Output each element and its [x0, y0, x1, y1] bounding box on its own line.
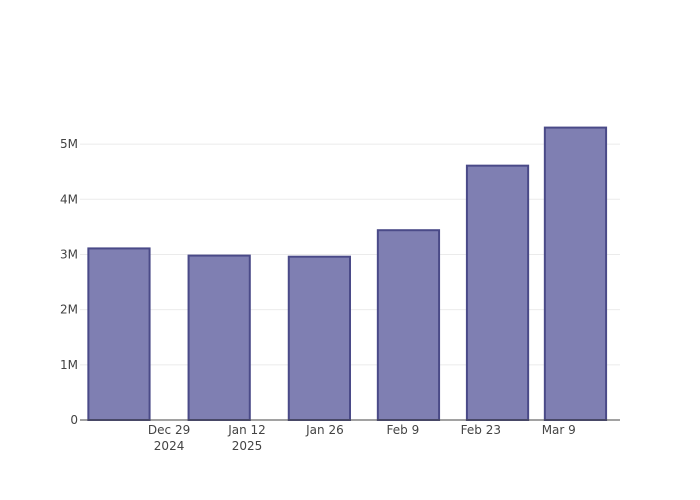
- x-tick-label: Feb 23: [461, 423, 501, 437]
- x-tick-sublabel: 2024: [154, 439, 185, 453]
- y-tick-label: 0: [70, 413, 78, 427]
- bar: [543, 126, 608, 421]
- x-tick-sublabel: 2025: [232, 439, 263, 453]
- y-tick-label: 2M: [60, 303, 78, 317]
- x-tick-label: Mar 9: [542, 423, 576, 437]
- bars: [87, 126, 608, 422]
- y-tick-labels: 0 1M 2M 3M 4M 5M: [60, 137, 78, 427]
- y-tick-label: 4M: [60, 192, 78, 206]
- bar: [376, 229, 441, 421]
- x-tick-label: Dec 29: [148, 423, 190, 437]
- bar: [87, 247, 151, 421]
- y-tick-label: 1M: [60, 358, 78, 372]
- x-tick-label: Jan 26: [305, 423, 344, 437]
- x-tick-label: Jan 12: [227, 423, 266, 437]
- bar: [187, 254, 251, 421]
- y-tick-label: 5M: [60, 137, 78, 151]
- x-tick-label: Feb 9: [387, 423, 420, 437]
- y-tick-label: 3M: [60, 247, 78, 261]
- x-tick-labels: Dec 29 2024 Jan 12 2025 Jan 26 Feb 9 Feb 23 Mar…: [148, 423, 576, 453]
- grid-lines: [80, 143, 620, 366]
- bar: [287, 255, 351, 422]
- bar: [465, 164, 530, 421]
